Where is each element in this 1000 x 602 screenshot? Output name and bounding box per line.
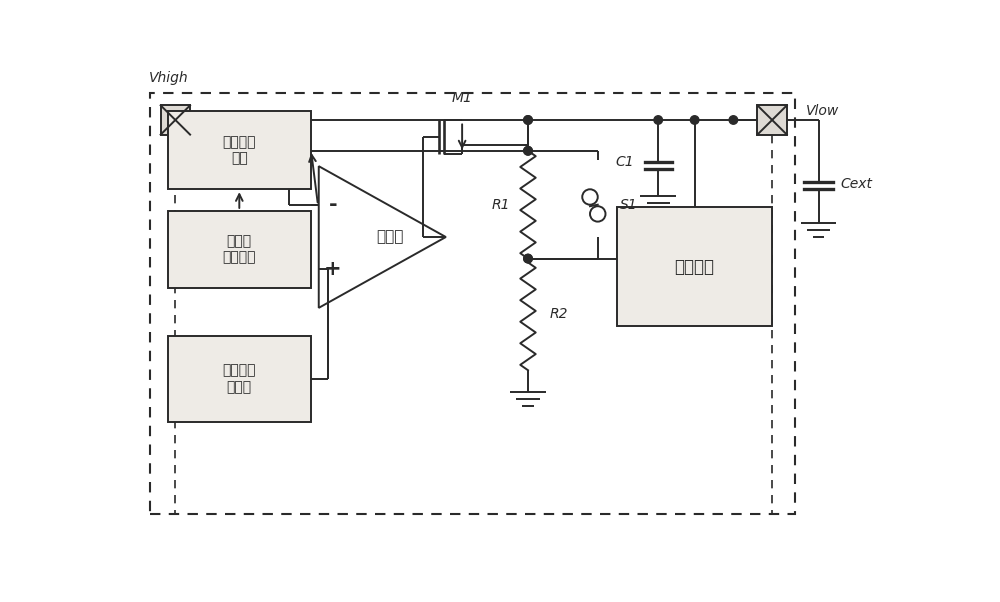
- Bar: [161, 105, 190, 135]
- Bar: [168, 211, 311, 288]
- Text: R2: R2: [550, 308, 568, 321]
- Bar: [757, 105, 787, 135]
- Text: 内置电压
基准源: 内置电压 基准源: [223, 364, 256, 394]
- Text: 内核电路: 内核电路: [675, 258, 715, 276]
- Text: Vlow: Vlow: [806, 104, 839, 118]
- Circle shape: [524, 254, 532, 263]
- Text: 电平检测
电路: 电平检测 电路: [223, 135, 256, 165]
- Text: C1: C1: [616, 155, 634, 169]
- Circle shape: [524, 146, 532, 155]
- Text: 时钟及
时序电路: 时钟及 时序电路: [223, 234, 256, 264]
- Bar: [168, 335, 311, 422]
- Circle shape: [729, 116, 738, 124]
- Text: 放大器: 放大器: [376, 229, 404, 244]
- Text: -: -: [328, 195, 337, 215]
- Bar: [617, 207, 772, 326]
- Circle shape: [524, 116, 532, 124]
- Circle shape: [524, 116, 532, 124]
- Circle shape: [524, 254, 532, 263]
- Text: R1: R1: [492, 197, 510, 212]
- Text: S1: S1: [619, 197, 637, 212]
- Text: Vhigh: Vhigh: [149, 71, 189, 85]
- Text: M1: M1: [452, 92, 473, 105]
- Circle shape: [654, 116, 662, 124]
- Bar: [168, 111, 311, 189]
- Circle shape: [524, 146, 532, 155]
- Text: Cext: Cext: [840, 177, 872, 191]
- Bar: [150, 93, 795, 514]
- Text: +: +: [324, 259, 342, 279]
- Circle shape: [690, 116, 699, 124]
